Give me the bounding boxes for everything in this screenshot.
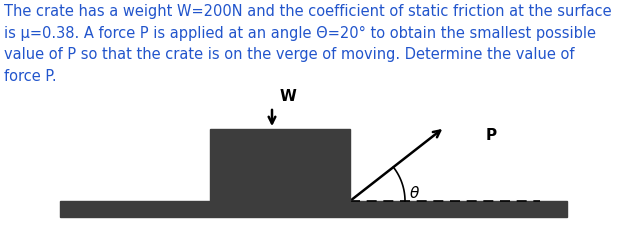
Text: W: W bbox=[280, 89, 297, 104]
Text: P: P bbox=[486, 127, 497, 142]
Bar bbox=[60, 201, 567, 217]
Text: The crate has a weight W=200N and the coefficient of static friction at the surf: The crate has a weight W=200N and the co… bbox=[4, 4, 611, 83]
Text: θ: θ bbox=[410, 185, 419, 200]
Bar bbox=[210, 129, 350, 201]
